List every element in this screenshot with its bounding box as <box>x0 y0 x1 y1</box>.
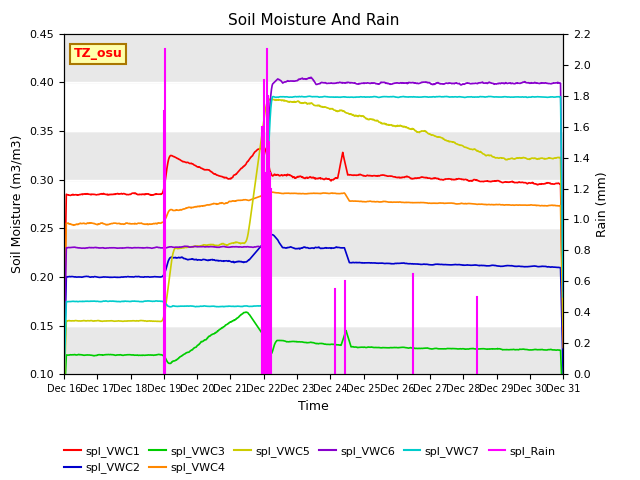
Bar <box>64 34 563 82</box>
Bar <box>64 326 563 374</box>
Y-axis label: Soil Moisture (m3/m3): Soil Moisture (m3/m3) <box>11 135 24 273</box>
Bar <box>64 82 563 131</box>
Text: TZ_osu: TZ_osu <box>74 48 123 60</box>
Legend: spl_VWC1, spl_VWC2, spl_VWC3, spl_VWC4, spl_VWC5, spl_VWC6, spl_VWC7, spl_Rain: spl_VWC1, spl_VWC2, spl_VWC3, spl_VWC4, … <box>60 442 561 478</box>
Bar <box>64 180 563 228</box>
Bar <box>64 277 563 326</box>
Bar <box>64 131 563 180</box>
Bar <box>64 228 563 277</box>
Title: Soil Moisture And Rain: Soil Moisture And Rain <box>228 13 399 28</box>
Y-axis label: Rain (mm): Rain (mm) <box>596 171 609 237</box>
X-axis label: Time: Time <box>298 400 329 413</box>
